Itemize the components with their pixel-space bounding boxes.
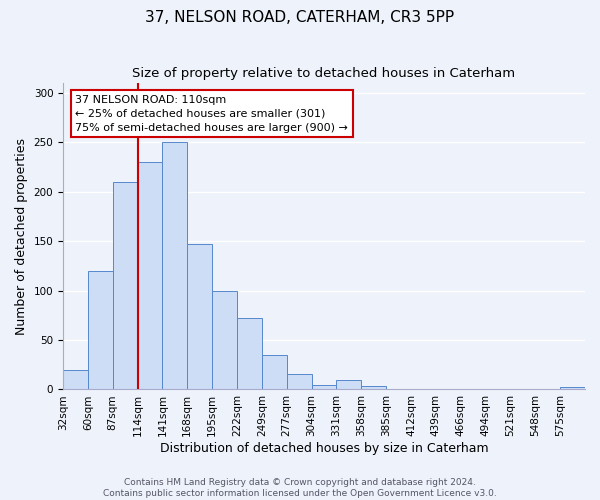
Bar — [237, 318, 262, 390]
Bar — [137, 162, 163, 390]
Y-axis label: Number of detached properties: Number of detached properties — [15, 138, 28, 335]
Text: Contains HM Land Registry data © Crown copyright and database right 2024.
Contai: Contains HM Land Registry data © Crown c… — [103, 478, 497, 498]
Bar — [262, 355, 287, 390]
Bar — [337, 380, 361, 390]
Bar — [287, 374, 311, 390]
Bar — [63, 370, 88, 390]
Bar — [187, 244, 212, 390]
Text: 37 NELSON ROAD: 110sqm
← 25% of detached houses are smaller (301)
75% of semi-de: 37 NELSON ROAD: 110sqm ← 25% of detached… — [76, 95, 349, 133]
Bar — [163, 142, 187, 390]
Text: 37, NELSON ROAD, CATERHAM, CR3 5PP: 37, NELSON ROAD, CATERHAM, CR3 5PP — [145, 10, 455, 25]
Bar — [361, 386, 386, 390]
Bar — [212, 290, 237, 390]
Bar — [88, 271, 113, 390]
Bar — [113, 182, 137, 390]
Bar — [311, 384, 337, 390]
X-axis label: Distribution of detached houses by size in Caterham: Distribution of detached houses by size … — [160, 442, 488, 455]
Title: Size of property relative to detached houses in Caterham: Size of property relative to detached ho… — [133, 68, 515, 80]
Bar — [560, 388, 585, 390]
